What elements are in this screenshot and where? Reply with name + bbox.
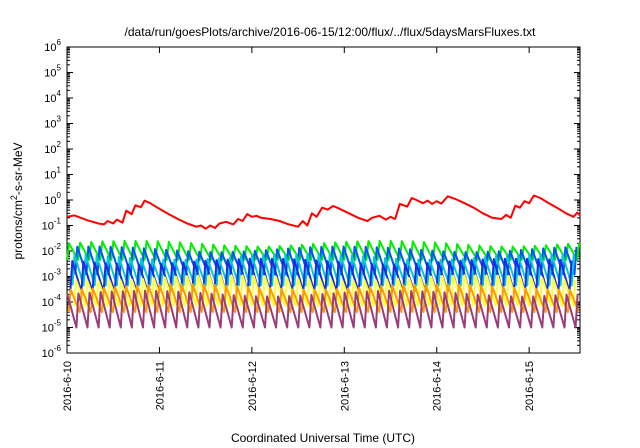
y-tick-label: 10-3 bbox=[42, 268, 62, 284]
y-tick-label-exp: 0 bbox=[57, 191, 62, 200]
y-tick-label: 104 bbox=[44, 89, 61, 105]
y-tick-label-exp: 6 bbox=[57, 38, 62, 47]
y-tick-label-exp: -4 bbox=[54, 293, 62, 302]
y-tick-label-exp: -2 bbox=[54, 242, 62, 251]
y-tick-label: 103 bbox=[44, 115, 61, 131]
y-tick-label: 10-1 bbox=[42, 217, 62, 233]
y-tick-label: 10-5 bbox=[42, 319, 62, 335]
series-line-red bbox=[66, 194, 581, 230]
y-tick-label: 106 bbox=[44, 38, 61, 54]
x-axis-title: Coordinated Universal Time (UTC) bbox=[231, 431, 415, 445]
y-tick-label: 10-6 bbox=[42, 344, 62, 360]
y-tick-label-exp: -6 bbox=[54, 344, 62, 353]
y-tick-label-base: 10 bbox=[44, 170, 56, 182]
y-tick-label-base: 10 bbox=[42, 221, 54, 233]
y-tick-label: 10-2 bbox=[42, 242, 62, 258]
y-tick-label-exp: -1 bbox=[54, 217, 62, 226]
y-tick-label-base: 10 bbox=[42, 323, 54, 335]
y-tick-label-base: 10 bbox=[42, 297, 54, 309]
y-tick-label-base: 10 bbox=[44, 68, 56, 80]
series-line-7 bbox=[66, 289, 579, 329]
x-tick-label: 2016-6-15 bbox=[524, 361, 536, 411]
y-tick-label-base: 10 bbox=[42, 272, 54, 284]
y-tick-label-base: 10 bbox=[42, 348, 54, 360]
y-axis-title: protons/cm2-s-sr-MeV bbox=[9, 142, 25, 259]
y-tick-label-base: 10 bbox=[44, 195, 56, 207]
y-tick-label: 100 bbox=[44, 191, 61, 207]
y-tick-label-exp: -3 bbox=[54, 268, 62, 277]
y-tick-label: 105 bbox=[44, 64, 61, 80]
y-tick-label-base: 10 bbox=[42, 246, 54, 258]
y-tick-label-exp: 1 bbox=[57, 166, 62, 175]
y-axis-ticks: 10-610-510-410-310-210-11001011021031041… bbox=[42, 38, 580, 360]
y-tick-label: 10-4 bbox=[42, 293, 62, 309]
y-tick-label-base: 10 bbox=[44, 144, 56, 156]
y-tick-label: 101 bbox=[44, 166, 61, 182]
y-tick-label-exp: 5 bbox=[57, 64, 62, 73]
y-tick-label-base: 10 bbox=[44, 42, 56, 54]
x-tick-label: 2016-6-14 bbox=[432, 361, 444, 411]
y-tick-label-base: 10 bbox=[44, 119, 56, 131]
x-tick-label: 2016-6-10 bbox=[62, 361, 74, 411]
x-tick-label: 2016-6-12 bbox=[247, 361, 259, 411]
series-line-6 bbox=[67, 283, 580, 314]
x-tick-label: 2016-6-11 bbox=[154, 361, 166, 410]
y-axis-title-main: protons/cm bbox=[11, 200, 25, 259]
series-layer bbox=[66, 194, 581, 329]
x-axis-ticks: 2016-6-10 2016-6-11 2016-6-12 2016-6-13 2016… bbox=[62, 47, 536, 411]
y-tick-label: 102 bbox=[44, 140, 61, 156]
y-tick-label-exp: 3 bbox=[57, 115, 62, 124]
y-axis-title-rest: -s-sr-MeV bbox=[11, 142, 25, 195]
y-tick-label-exp: 2 bbox=[57, 140, 62, 149]
chart-title: /data/run/goesPlots/archive/2016-06-15/1… bbox=[125, 25, 537, 39]
y-tick-label-exp: -5 bbox=[54, 319, 62, 328]
y-axis-title-sup: 2 bbox=[9, 195, 19, 200]
x-tick-label: 2016-6-13 bbox=[339, 361, 351, 411]
y-tick-label-base: 10 bbox=[44, 93, 56, 105]
y-tick-label-exp: 4 bbox=[57, 89, 62, 98]
